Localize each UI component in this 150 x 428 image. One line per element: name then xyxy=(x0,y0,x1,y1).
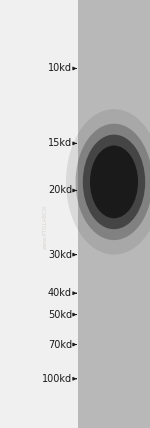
Ellipse shape xyxy=(66,109,150,255)
Text: 15kd: 15kd xyxy=(48,138,72,149)
Bar xyxy=(78,0,150,428)
Ellipse shape xyxy=(83,134,145,229)
Text: www.PTGLABC0l: www.PTGLABC0l xyxy=(42,205,48,249)
Text: 40kd: 40kd xyxy=(48,288,72,298)
Ellipse shape xyxy=(76,124,150,240)
Text: 100kd: 100kd xyxy=(42,374,72,384)
Text: 70kd: 70kd xyxy=(48,339,72,350)
Text: 10kd: 10kd xyxy=(48,63,72,74)
Text: 50kd: 50kd xyxy=(48,309,72,320)
Ellipse shape xyxy=(90,146,138,218)
Text: 30kd: 30kd xyxy=(48,250,72,260)
Text: 20kd: 20kd xyxy=(48,185,72,196)
